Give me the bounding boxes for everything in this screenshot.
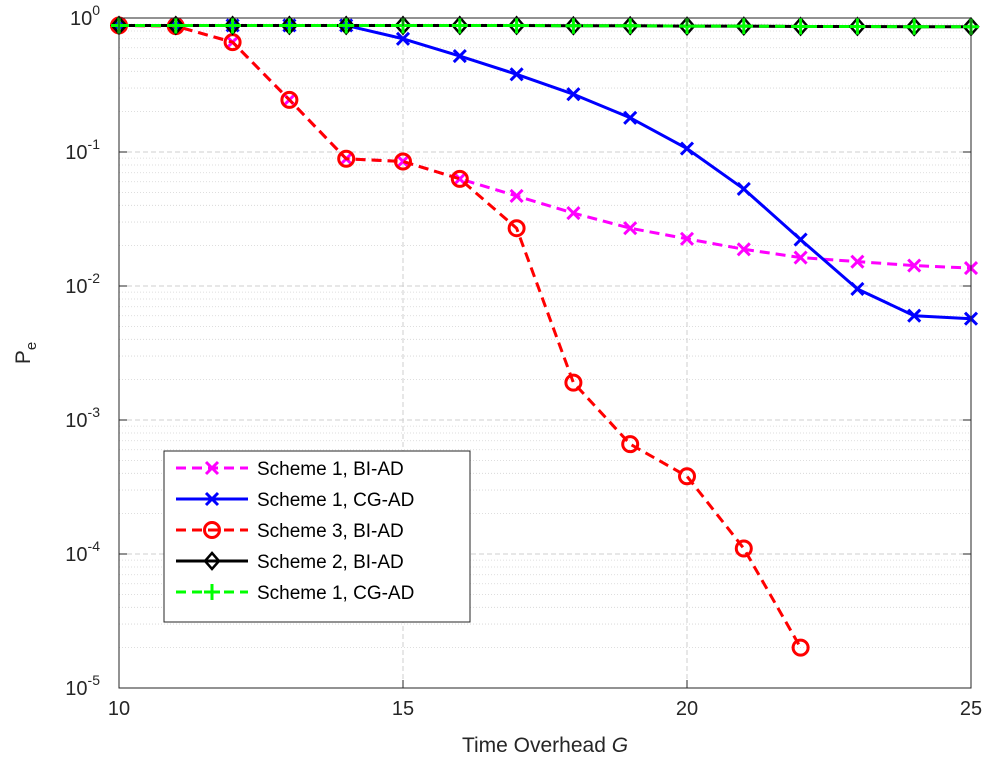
legend-swatch-marker bbox=[204, 584, 220, 600]
y-axis-label-text: P bbox=[12, 350, 35, 364]
series-5-point bbox=[508, 17, 525, 34]
y-tick-base: 10 bbox=[65, 410, 87, 432]
series-1-point bbox=[623, 221, 638, 236]
series-2-point bbox=[736, 181, 751, 197]
y-tick-label: 10-5 bbox=[65, 672, 100, 700]
series-layer bbox=[110, 15, 980, 657]
series-3-point bbox=[734, 539, 753, 558]
series-5-point bbox=[792, 18, 809, 35]
series-1-point bbox=[907, 258, 922, 273]
legend-swatch-marker bbox=[203, 521, 221, 539]
series-2-point bbox=[509, 67, 524, 82]
series-2-point bbox=[623, 110, 638, 125]
series-1-line bbox=[118, 23, 972, 270]
series-3-point bbox=[621, 435, 640, 454]
plot-frame bbox=[118, 17, 972, 689]
x-axis-label: Time Overhead G bbox=[462, 734, 628, 757]
legend-label: Scheme 3, BI-AD bbox=[257, 521, 404, 542]
series-5-point bbox=[906, 18, 923, 35]
legend-item-2: Scheme 1, CG-AD bbox=[176, 490, 414, 511]
series-3-point bbox=[280, 90, 299, 109]
y-axis-label-subscript: e bbox=[23, 342, 40, 350]
y-tick-exponent: -4 bbox=[88, 538, 101, 554]
y-tick-base: 10 bbox=[65, 276, 87, 298]
legend-label: Scheme 1, BI-AD bbox=[257, 459, 404, 480]
series-2-point bbox=[850, 281, 865, 297]
series-3-point bbox=[450, 169, 469, 188]
y-tick-label: 10-4 bbox=[65, 538, 100, 566]
y-tick-exponent: -5 bbox=[88, 672, 101, 688]
series-5-line bbox=[119, 23, 971, 29]
series-1-point bbox=[679, 231, 695, 246]
x-axis-label-variable: G bbox=[612, 734, 628, 757]
y-tick-exponent: 0 bbox=[92, 2, 100, 18]
y-tick-exponent: -3 bbox=[88, 404, 101, 420]
legend-label: Scheme 1, CG-AD bbox=[257, 583, 414, 604]
legend-item-1: Scheme 1, BI-AD bbox=[176, 459, 404, 480]
series-3-point bbox=[337, 149, 356, 168]
series-5-point bbox=[338, 17, 355, 34]
series-2-point bbox=[907, 308, 922, 323]
series-2-point bbox=[452, 48, 467, 64]
series-5-point bbox=[849, 18, 866, 35]
y-tick-base: 10 bbox=[65, 142, 87, 164]
legend-item-3: Scheme 3, BI-AD bbox=[176, 521, 404, 542]
series-2 bbox=[111, 18, 979, 326]
legend-item-4: Scheme 2, BI-AD bbox=[176, 551, 404, 573]
x-tick-label: 10 bbox=[108, 698, 130, 720]
series-3-line bbox=[118, 23, 802, 649]
series-5-point bbox=[565, 17, 582, 34]
series-1-point bbox=[395, 154, 411, 169]
series-2-point bbox=[793, 232, 808, 247]
series-3-point bbox=[564, 373, 583, 392]
legend-item-5: Scheme 1, CG-AD bbox=[176, 583, 414, 604]
series-3-point bbox=[394, 152, 412, 171]
y-axis-label: Pe bbox=[12, 342, 40, 364]
series-1-point bbox=[566, 206, 581, 221]
series-1-point bbox=[509, 188, 524, 203]
series-2-point bbox=[395, 31, 411, 46]
series-5-point bbox=[281, 17, 298, 34]
x-axis-label-text: Time Overhead bbox=[462, 734, 612, 757]
legend: Scheme 1, BI-AD Scheme 1, CG-AD Scheme 3, … bbox=[163, 450, 471, 623]
y-tick-base: 10 bbox=[65, 544, 87, 566]
legend-swatch-marker bbox=[204, 491, 220, 507]
series-3-point bbox=[678, 467, 696, 486]
series-2-line bbox=[119, 23, 972, 321]
series-3-point bbox=[507, 219, 526, 238]
y-tick-label: 10-3 bbox=[65, 404, 100, 432]
series-3-point bbox=[791, 638, 810, 657]
legend-swatch-marker bbox=[203, 551, 221, 571]
series-2-point bbox=[566, 87, 581, 102]
series-1 bbox=[111, 18, 979, 276]
series-5-point bbox=[167, 17, 184, 34]
series-5-point bbox=[224, 17, 241, 34]
legend-swatch-marker bbox=[204, 460, 220, 476]
x-axis-ticks: 10 15 20 25 bbox=[108, 18, 982, 720]
y-tick-label: 10-1 bbox=[65, 136, 100, 164]
x-tick-label: 15 bbox=[392, 698, 414, 720]
y-tick-label: 100 bbox=[70, 2, 100, 30]
grid bbox=[118, 17, 972, 689]
y-tick-exponent: -2 bbox=[88, 270, 101, 286]
x-tick-label: 25 bbox=[960, 698, 982, 720]
y-tick-exponent: -1 bbox=[88, 136, 101, 152]
legend-label: Scheme 2, BI-AD bbox=[257, 552, 404, 573]
series-5-point bbox=[451, 17, 468, 34]
series-5-point bbox=[735, 18, 752, 35]
series-1-point bbox=[850, 254, 865, 269]
series-1-point bbox=[793, 250, 808, 265]
series-2-point bbox=[679, 141, 695, 156]
y-tick-base: 10 bbox=[65, 678, 87, 700]
y-tick-base: 10 bbox=[70, 8, 92, 30]
series-1-point bbox=[736, 242, 751, 257]
x-tick-label: 20 bbox=[676, 698, 698, 720]
series-5-point bbox=[622, 17, 639, 34]
legend-label: Scheme 1, CG-AD bbox=[257, 490, 414, 511]
y-tick-label: 10-2 bbox=[65, 270, 100, 298]
